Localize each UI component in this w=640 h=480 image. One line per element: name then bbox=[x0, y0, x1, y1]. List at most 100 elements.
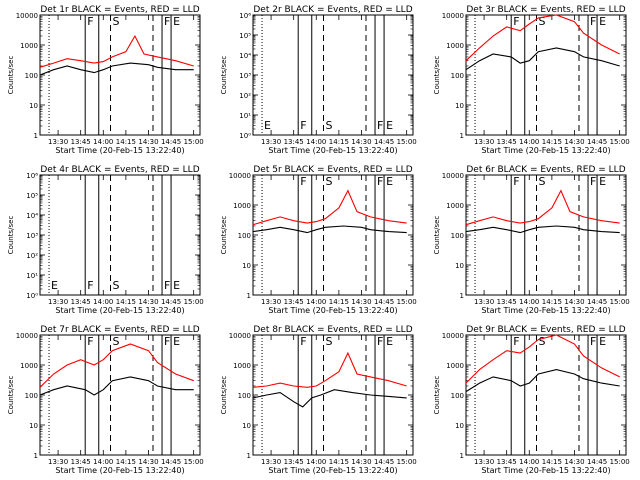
x-tick-label: 13:30 bbox=[474, 138, 494, 146]
panel-8: Det 8r BLACK = Events, RED = LLD 1 10 100 10… bbox=[220, 325, 417, 475]
x-axis-label: Start Time (20-Feb-15 13:22:40) bbox=[55, 146, 184, 155]
x-tick-label: 14:45 bbox=[374, 138, 394, 146]
x-tick-label: 14:45 bbox=[161, 138, 181, 146]
y-axis-label: Counts/sec bbox=[433, 56, 441, 95]
y-tick-label: 10000 bbox=[442, 332, 464, 340]
x-tick-label: 13:45 bbox=[71, 138, 91, 146]
marker-label: E bbox=[386, 119, 393, 132]
y-tick-label: 1000 bbox=[446, 202, 464, 210]
x-tick-label: 14:30 bbox=[138, 298, 158, 306]
y-tick-label: 10⁶ bbox=[239, 12, 251, 20]
x-axis-label: Start Time (20-Feb-15 13:22:40) bbox=[268, 146, 397, 155]
y-tick-label: 10000 bbox=[16, 12, 38, 20]
x-tick-label: 14:30 bbox=[138, 138, 158, 146]
x-axis-label: Start Time (20-Feb-15 13:22:40) bbox=[55, 466, 184, 475]
y-tick-label: 1000 bbox=[446, 42, 464, 50]
plot-frame bbox=[252, 334, 414, 456]
panel-title: Det 8r BLACK = Events, RED = LLD bbox=[253, 325, 412, 335]
x-tick-label: 14:30 bbox=[351, 298, 371, 306]
x-tick-label: 13:30 bbox=[474, 458, 494, 466]
panel-title: Det 3r BLACK = Events, RED = LLD bbox=[466, 5, 625, 15]
y-axis-label: Counts/sec bbox=[7, 56, 15, 95]
x-tick-label: 14:15 bbox=[329, 298, 349, 306]
x-tick-label: 14:15 bbox=[542, 298, 562, 306]
marker-label: E bbox=[386, 335, 393, 348]
x-tick-label: 14:15 bbox=[542, 138, 562, 146]
marker-label: F bbox=[377, 175, 383, 188]
y-tick-label: 10000 bbox=[16, 332, 38, 340]
y-tick-label: 10 bbox=[455, 102, 464, 110]
plot-frame bbox=[39, 334, 201, 456]
x-tick-label: 14:15 bbox=[329, 138, 349, 146]
x-tick-label: 14:45 bbox=[587, 298, 607, 306]
marker-label: F bbox=[590, 175, 596, 188]
y-tick-label: 100 bbox=[451, 392, 464, 400]
y-tick-label: 100 bbox=[238, 232, 251, 240]
x-tick-label: 14:00 bbox=[306, 298, 326, 306]
y-axis-label: Counts/sec bbox=[220, 56, 228, 95]
x-tick-label: 15:00 bbox=[184, 298, 204, 306]
plot-frame bbox=[465, 174, 627, 296]
y-tick-label: 10⁴ bbox=[239, 52, 251, 60]
marker-label: S bbox=[539, 335, 546, 348]
y-tick-label: 1 bbox=[460, 452, 464, 460]
y-tick-label: 10² bbox=[239, 92, 251, 100]
y-tick-label: 100 bbox=[25, 72, 38, 80]
series-line-lld bbox=[39, 34, 194, 68]
y-tick-label: 10 bbox=[29, 422, 38, 430]
x-tick-label: 13:45 bbox=[497, 458, 517, 466]
y-tick-label: 10¹ bbox=[239, 112, 251, 120]
x-tick-label: 14:45 bbox=[161, 298, 181, 306]
marker-label: F bbox=[164, 335, 170, 348]
x-tick-label: 13:30 bbox=[261, 458, 281, 466]
series-line-lld bbox=[252, 351, 407, 388]
y-tick-label: 1 bbox=[247, 452, 251, 460]
marker-label: E bbox=[599, 15, 606, 28]
marker-label: S bbox=[113, 335, 120, 348]
marker-label: S bbox=[113, 279, 120, 292]
marker-label: F bbox=[164, 15, 170, 28]
x-tick-label: 13:45 bbox=[284, 298, 304, 306]
panel-title: Det 5r BLACK = Events, RED = LLD bbox=[253, 165, 412, 175]
y-tick-label: 10000 bbox=[229, 172, 251, 180]
panel-title: Det 4r BLACK = Events, RED = LLD bbox=[40, 165, 199, 175]
x-tick-label: 15:00 bbox=[397, 138, 417, 146]
panel-2: Det 2r BLACK = Events, RED = LLD 10⁰ 10¹ 10… bbox=[220, 5, 417, 155]
marker-label: F bbox=[590, 335, 596, 348]
y-tick-label: 10 bbox=[455, 422, 464, 430]
x-tick-label: 14:00 bbox=[306, 458, 326, 466]
x-tick-label: 14:30 bbox=[351, 138, 371, 146]
x-tick-label: 13:45 bbox=[71, 458, 91, 466]
x-tick-label: 13:45 bbox=[497, 138, 517, 146]
marker-label: F bbox=[377, 119, 383, 132]
y-tick-label: 1000 bbox=[446, 362, 464, 370]
x-tick-label: 13:45 bbox=[284, 458, 304, 466]
x-tick-label: 14:30 bbox=[564, 138, 584, 146]
marker-label: E bbox=[173, 279, 180, 292]
panel-5: Det 5r BLACK = Events, RED = LLD 1 10 100 10… bbox=[220, 165, 417, 315]
marker-label: S bbox=[326, 335, 333, 348]
y-tick-label: 100 bbox=[25, 392, 38, 400]
plot-frame bbox=[252, 174, 414, 296]
series-line-lld bbox=[465, 334, 620, 384]
x-tick-label: 14:15 bbox=[116, 458, 136, 466]
marker-label: E bbox=[51, 279, 58, 292]
plot-frame bbox=[39, 174, 201, 296]
y-tick-label: 10 bbox=[29, 102, 38, 110]
x-axis-label: Start Time (20-Feb-15 13:22:40) bbox=[55, 306, 184, 315]
panel-title: Det 2r BLACK = Events, RED = LLD bbox=[253, 5, 412, 15]
x-tick-label: 15:00 bbox=[397, 458, 417, 466]
x-tick-label: 14:30 bbox=[351, 458, 371, 466]
panel-9: Det 9r BLACK = Events, RED = LLD 1 10 100 10… bbox=[433, 325, 630, 475]
marker-label: S bbox=[113, 15, 120, 28]
marker-label: S bbox=[326, 175, 333, 188]
x-tick-label: 14:00 bbox=[519, 138, 539, 146]
x-tick-label: 13:30 bbox=[48, 138, 68, 146]
y-axis-label: Counts/sec bbox=[433, 376, 441, 415]
y-tick-label: 10⁵ bbox=[26, 192, 38, 200]
x-axis-label: Start Time (20-Feb-15 13:22:40) bbox=[268, 466, 397, 475]
y-tick-label: 10⁰ bbox=[239, 132, 251, 140]
marker-label: F bbox=[87, 15, 93, 28]
x-tick-label: 14:00 bbox=[93, 298, 113, 306]
